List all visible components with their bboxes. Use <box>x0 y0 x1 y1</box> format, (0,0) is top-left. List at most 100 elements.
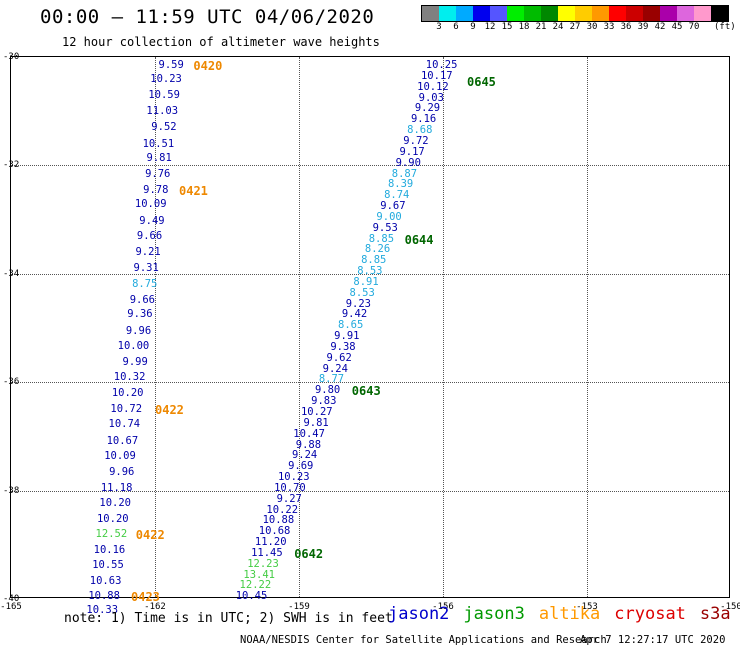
wave-height-value: 8.85 <box>361 254 387 267</box>
wave-height-value: 11.20 <box>254 536 287 549</box>
wave-height-value: 8.75 <box>132 277 158 290</box>
wave-height-value: 8.26 <box>364 243 391 256</box>
wave-height-value: 10.33 <box>86 603 119 616</box>
wave-height-value: 9.72 <box>403 135 429 147</box>
color-scale-label: 3 <box>436 22 442 32</box>
color-swatch <box>507 6 524 21</box>
wave-height-value: 9.21 <box>135 246 161 259</box>
wave-height-value: 9.78 <box>143 183 169 196</box>
color-swatch <box>456 6 473 21</box>
wave-height-value: 11.45 <box>251 546 283 559</box>
wave-height-value: 9.24 <box>291 449 318 462</box>
wave-height-value: 9.76 <box>145 167 171 180</box>
wave-height-value: 9.62 <box>326 351 352 364</box>
wave-height-value: 10.23 <box>150 72 182 85</box>
footnote: note: 1) Time is in UTC; 2) SWH is in fe… <box>64 611 393 626</box>
wave-height-value: 10.20 <box>96 512 129 525</box>
legend-entry-jason2: jason2 <box>388 604 450 624</box>
wave-height-value: 8.53 <box>357 265 383 278</box>
wave-height-value: 9.31 <box>133 262 159 275</box>
latitude-gridline <box>11 490 729 492</box>
wave-height-value: 12.52 <box>95 527 128 540</box>
color-scale-label: 6 <box>453 22 459 32</box>
wave-height-value: 13.41 <box>243 568 275 581</box>
latitude-tick-label: -30 <box>3 52 20 62</box>
wave-height-value: 8.85 <box>368 232 395 245</box>
color-swatch <box>660 6 677 21</box>
map-panel: -165 -162 -159 -156 -153 -150 -30 -32 -34 -36 -38 -… <box>0 52 740 615</box>
wave-height-value: 10.88 <box>262 514 295 527</box>
longitude-gridline <box>443 57 444 597</box>
color-scale-label: 15 <box>501 22 513 32</box>
latitude-tick-label: -34 <box>3 268 20 279</box>
legend-entry-cryosat: cryosat <box>614 604 686 624</box>
legend-entry-s3a: s3a <box>699 604 731 624</box>
color-swatch <box>439 6 456 21</box>
wave-height-value: 9.59 <box>158 59 184 72</box>
wave-height-value: 9.99 <box>122 356 148 369</box>
wave-height-value: 9.16 <box>410 113 437 126</box>
latitude-tick-label: -38 <box>3 485 20 496</box>
longitude-tick-label: -150 <box>720 602 740 612</box>
pass-time-label: 0420 <box>193 59 223 74</box>
latitude-gridline <box>11 382 729 384</box>
wave-height-value: 8.87 <box>391 167 418 180</box>
wave-height-value: 8.91 <box>353 275 379 288</box>
wave-height-value: 10.74 <box>108 418 141 431</box>
wave-height-value: 9.83 <box>311 395 337 408</box>
wave-height-value: 9.24 <box>322 362 348 375</box>
color-scale-label: 21 <box>535 22 547 32</box>
wave-height-value: 9.96 <box>125 324 152 337</box>
longitude-tick-label: -159 <box>288 602 310 612</box>
longitude-gridline <box>155 57 156 597</box>
wave-height-value: 8.53 <box>349 286 375 299</box>
wave-height-value: 10.45 <box>235 590 268 603</box>
color-swatch <box>609 6 626 21</box>
wave-height-value: 9.42 <box>341 308 368 321</box>
wave-height-value: 10.09 <box>104 449 136 462</box>
wave-height-value: 9.36 <box>127 308 153 321</box>
wave-height-value: 9.03 <box>418 91 444 104</box>
color-scale-label: 42 <box>654 22 666 32</box>
wave-height-value: 9.53 <box>372 221 398 234</box>
latitude-gridline <box>11 165 729 167</box>
pass-time-label: 0643 <box>351 384 381 399</box>
wave-height-value: 10.63 <box>89 574 122 587</box>
wave-height-value: 9.96 <box>109 465 135 478</box>
wave-height-value: 9.80 <box>314 384 341 397</box>
wave-height-value: 9.00 <box>376 210 402 223</box>
color-swatch <box>677 6 694 21</box>
latitude-tick-label: -40 <box>3 594 20 604</box>
latitude-gridline <box>11 273 729 275</box>
generated-timestamp: Apr 7 12:27:17 UTC 2020 <box>580 634 726 646</box>
satellite-legend: jason2 jason3 altika cryosat s3a <box>388 604 740 624</box>
color-scale-label: 33 <box>603 22 615 32</box>
color-scale-label: 12 <box>484 22 496 32</box>
wave-height-value: 9.91 <box>334 330 360 343</box>
color-swatch <box>575 6 592 21</box>
pass-time-label: 0644 <box>404 232 434 247</box>
wave-height-value: 10.20 <box>111 387 144 400</box>
wave-height-value: 10.59 <box>148 88 180 101</box>
longitude-tick-label: -156 <box>432 602 454 612</box>
wave-height-value: 10.16 <box>93 544 126 557</box>
wave-height-value: 10.25 <box>425 59 458 72</box>
longitude-tick-label: -162 <box>144 602 166 612</box>
wave-height-value: 10.22 <box>266 503 299 516</box>
color-swatch <box>592 6 609 21</box>
page-title: 00:00 – 11:59 UTC 04/06/2020 <box>40 6 375 28</box>
wave-height-value: 9.38 <box>330 340 356 353</box>
legend-entry-altika: altika <box>538 604 601 624</box>
wave-height-value: 10.70 <box>274 481 306 494</box>
wave-height-value: 8.68 <box>407 124 433 137</box>
color-scale-label: 18 <box>518 22 530 32</box>
color-swatch <box>524 6 541 21</box>
wave-height-value: 11.03 <box>146 105 179 118</box>
wave-height-value: 10.88 <box>88 590 120 603</box>
color-swatch <box>473 6 490 21</box>
wave-height-value: 9.66 <box>129 293 155 306</box>
color-swatch <box>711 6 728 21</box>
pass-time-label: 0421 <box>179 183 208 198</box>
wave-height-value: 10.09 <box>134 198 167 211</box>
